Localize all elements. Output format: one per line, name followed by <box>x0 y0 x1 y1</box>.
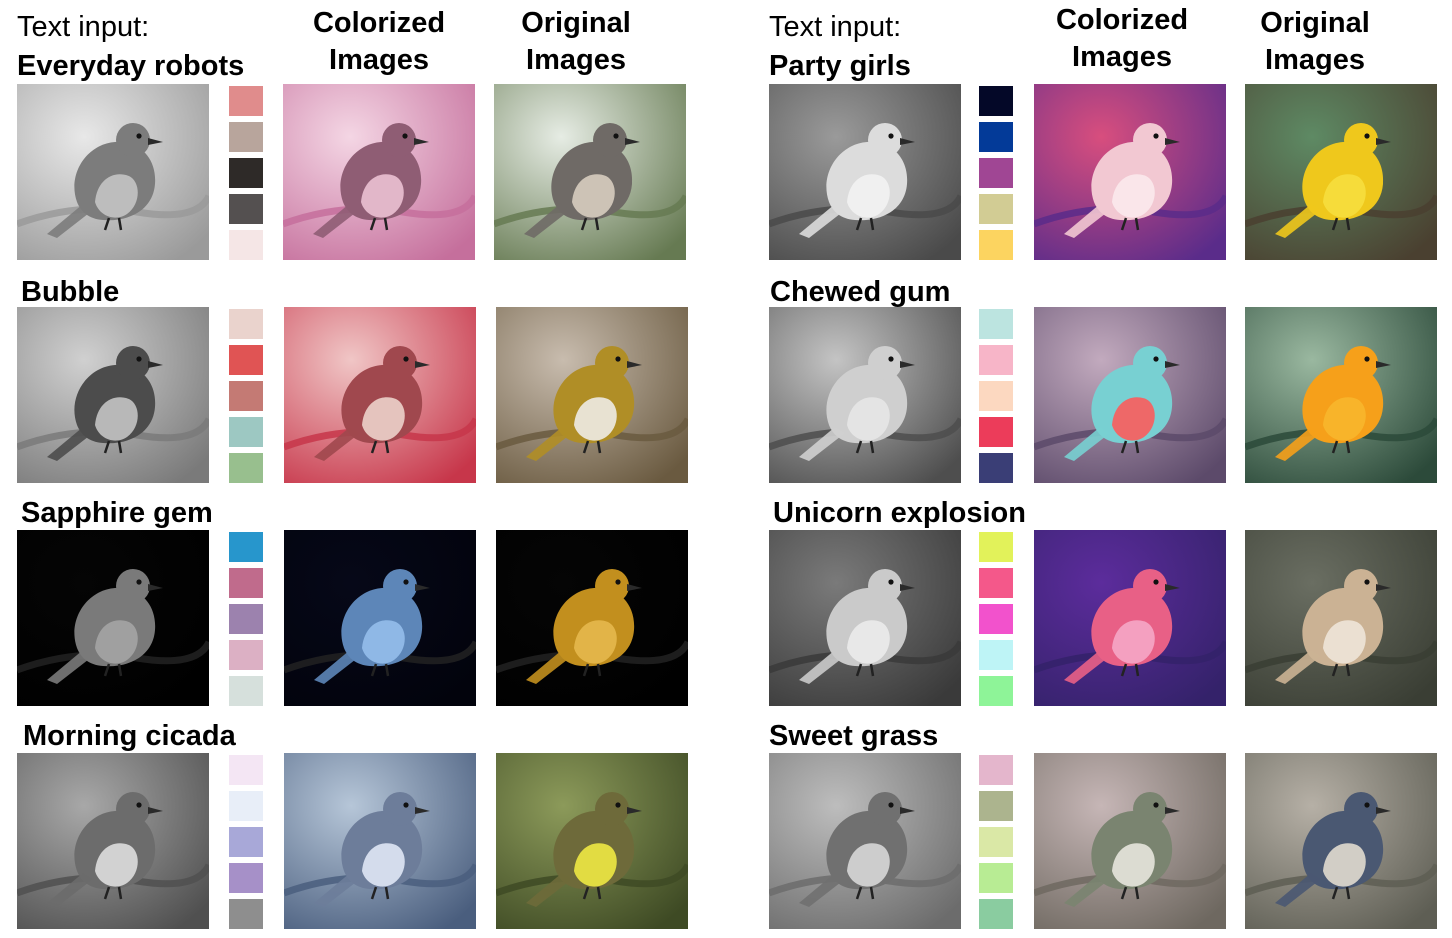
palette-swatch <box>229 791 263 821</box>
palette-swatch <box>979 899 1013 929</box>
original-header-line1: Original <box>1260 7 1370 39</box>
colorized-image <box>1034 530 1226 706</box>
colorized-image <box>1034 307 1226 483</box>
prompt-text: Unicorn explosion <box>773 497 1026 529</box>
prompt-text: Morning cicada <box>23 720 236 752</box>
palette-swatch <box>979 676 1013 706</box>
palette-swatch <box>229 122 263 152</box>
original-image <box>496 530 688 706</box>
grayscale-input-image <box>769 753 961 929</box>
palette-swatch <box>979 122 1013 152</box>
palette-swatch <box>229 345 263 375</box>
palette-swatch <box>229 194 263 224</box>
colorized-image <box>1034 753 1226 929</box>
palette-swatch <box>979 381 1013 411</box>
palette-swatch <box>229 755 263 785</box>
palette-swatch <box>229 453 263 483</box>
grayscale-input-image <box>769 84 961 260</box>
palette-swatch <box>979 863 1013 893</box>
original-header-line2: Images <box>1265 44 1365 76</box>
original-image <box>1245 753 1437 929</box>
prompt-text: Everyday robots <box>17 50 245 82</box>
colorized-image <box>284 753 476 929</box>
grayscale-input-image <box>17 753 209 929</box>
colorized-header-line2: Images <box>329 44 429 76</box>
palette-swatch <box>979 417 1013 447</box>
original-header-left: Original Images <box>480 5 672 79</box>
colorized-header-left: Colorized Images <box>283 5 475 79</box>
palette-swatch <box>229 532 263 562</box>
palette-swatch <box>229 640 263 670</box>
prompt-text: Chewed gum <box>770 276 951 308</box>
original-header-line1: Original <box>521 7 631 39</box>
palette-swatch <box>229 863 263 893</box>
colorized-image <box>284 530 476 706</box>
palette-swatch <box>229 604 263 634</box>
palette-swatch <box>229 899 263 929</box>
grayscale-input-image <box>17 84 209 260</box>
palette-swatch <box>229 381 263 411</box>
palette-swatch <box>979 827 1013 857</box>
colorized-image <box>284 307 476 483</box>
palette-swatch <box>979 604 1013 634</box>
palette-swatch <box>979 453 1013 483</box>
text-input-label-left: Text input: <box>17 11 150 43</box>
palette-swatch <box>229 309 263 339</box>
palette-swatch <box>979 194 1013 224</box>
grayscale-input-image <box>17 530 209 706</box>
original-image <box>1245 84 1437 260</box>
palette-swatch <box>229 676 263 706</box>
palette-swatch <box>229 417 263 447</box>
palette-swatch <box>979 568 1013 598</box>
palette-swatch <box>979 86 1013 116</box>
prompt-text: Bubble <box>21 276 120 308</box>
grayscale-input-image <box>769 530 961 706</box>
palette-swatch <box>979 532 1013 562</box>
colorized-image <box>283 84 475 260</box>
text-input-label-right: Text input: <box>769 11 902 43</box>
original-image <box>1245 307 1437 483</box>
palette-swatch <box>229 568 263 598</box>
palette-swatch <box>979 309 1013 339</box>
palette-swatch <box>229 158 263 188</box>
palette-swatch <box>979 755 1013 785</box>
colorized-header-line1: Colorized <box>312 7 446 39</box>
original-header-right: Original Images <box>1219 5 1411 79</box>
prompt-text: Sapphire gem <box>21 497 213 529</box>
prompt-text: Party girls <box>769 50 911 82</box>
palette-swatch <box>979 640 1013 670</box>
palette-swatch <box>979 230 1013 260</box>
colorized-header-right: Colorized Images <box>1026 2 1218 76</box>
palette-swatch <box>979 158 1013 188</box>
colorized-image <box>1034 84 1226 260</box>
palette-swatch <box>229 230 263 260</box>
original-image <box>494 84 686 260</box>
palette-swatch <box>229 827 263 857</box>
original-image <box>1245 530 1437 706</box>
prompt-text: Sweet grass <box>769 720 939 752</box>
palette-swatch <box>229 86 263 116</box>
grayscale-input-image <box>769 307 961 483</box>
original-image <box>496 307 688 483</box>
original-header-line2: Images <box>526 44 626 76</box>
palette-swatch <box>979 791 1013 821</box>
original-image <box>496 753 688 929</box>
grayscale-input-image <box>17 307 209 483</box>
palette-swatch <box>979 345 1013 375</box>
colorized-header-line1: Colorized <box>1055 4 1189 36</box>
colorized-header-line2: Images <box>1072 41 1172 73</box>
